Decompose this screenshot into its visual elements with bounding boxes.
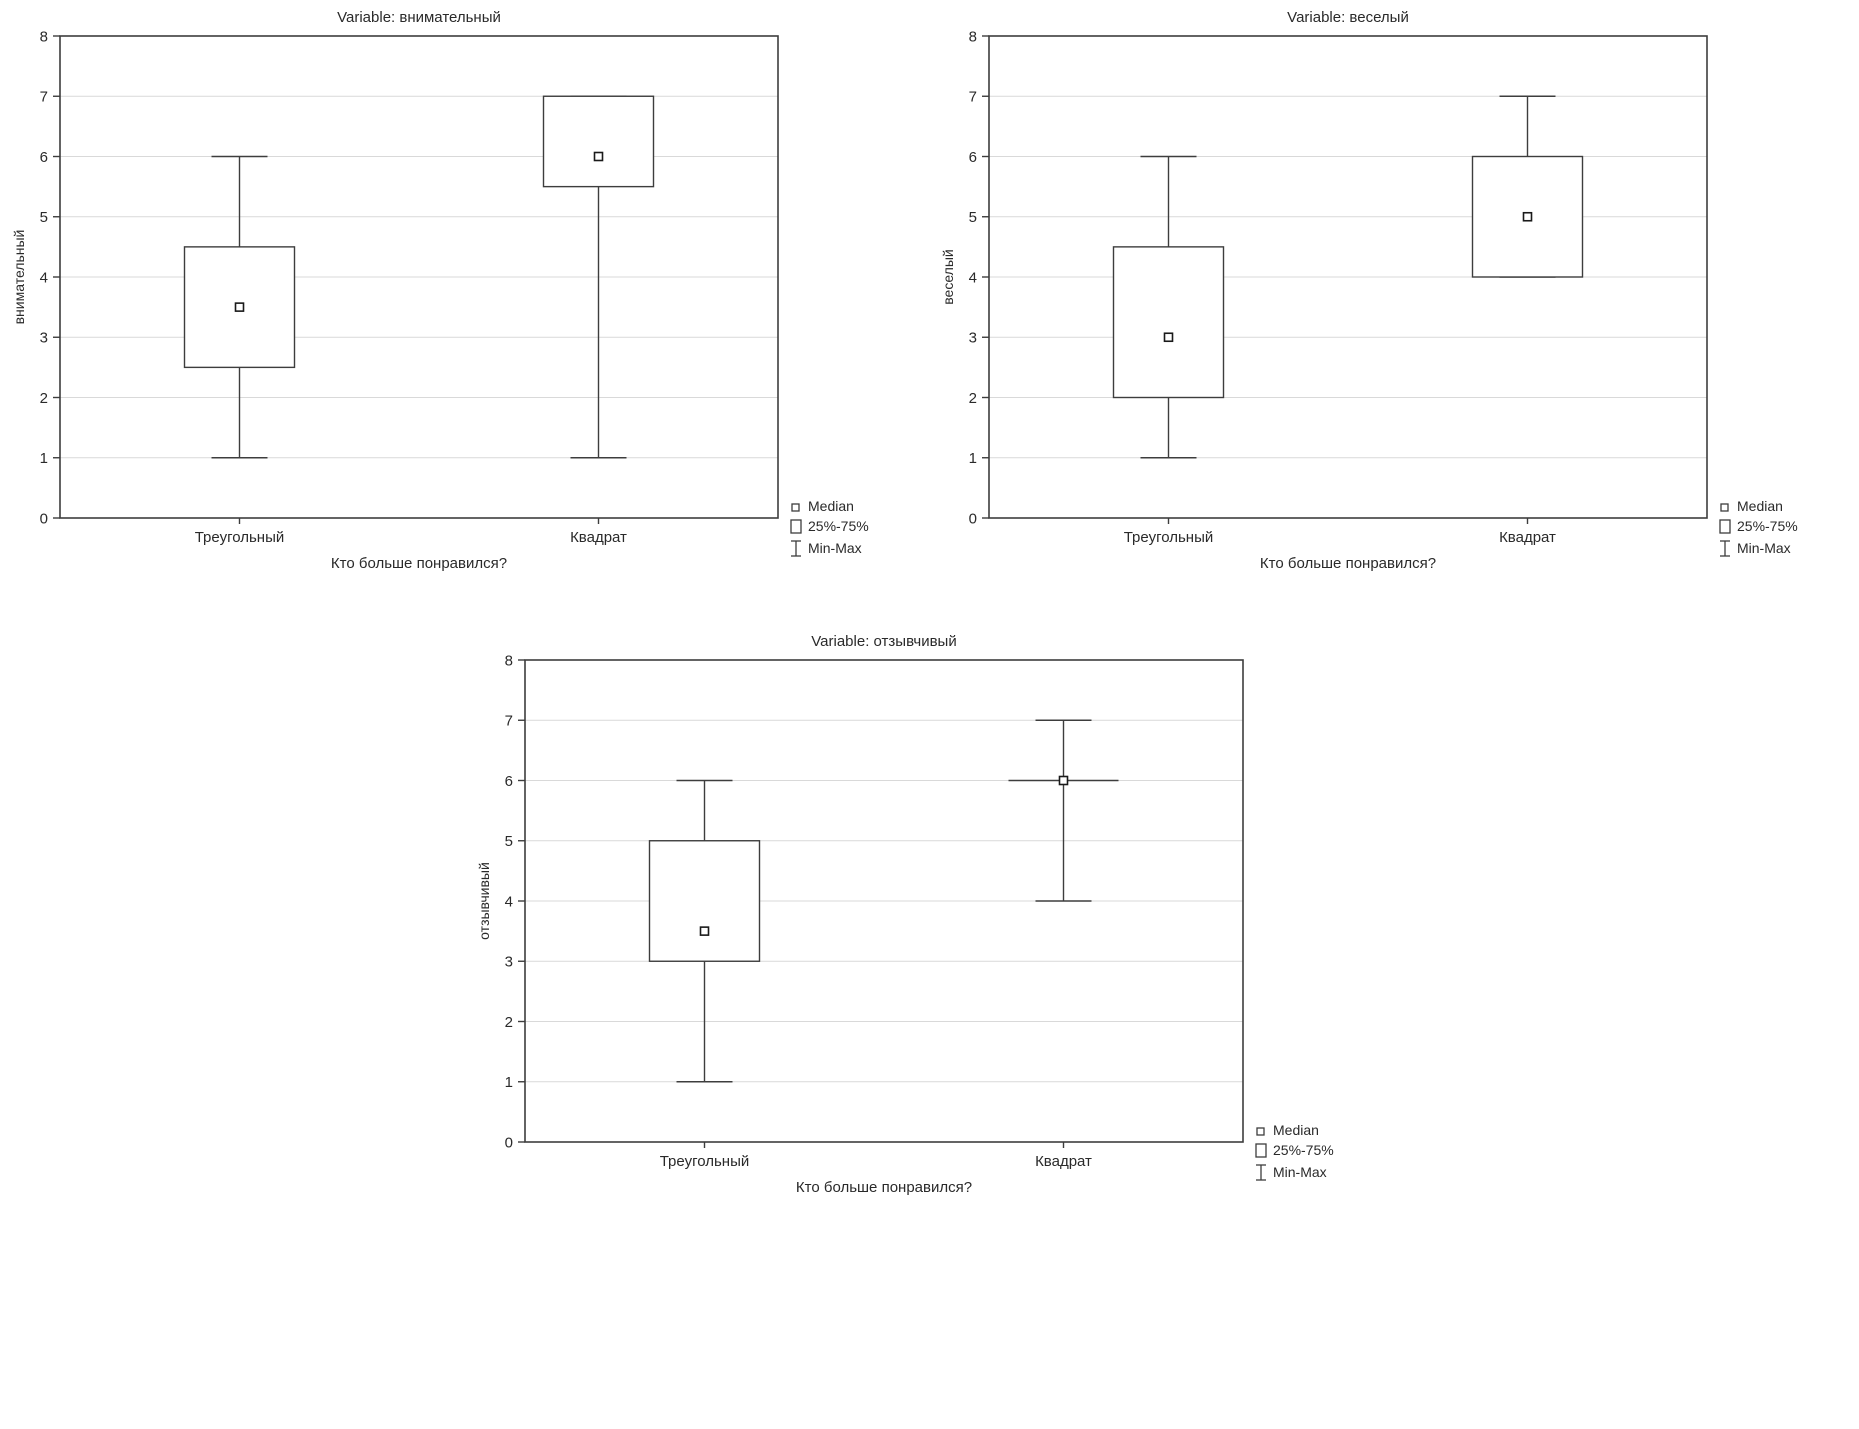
y-tick-label: 3: [504, 954, 512, 971]
category-label: Квадрат: [570, 529, 627, 546]
iqr-box: [1112, 246, 1225, 399]
category-label: Треугольный: [195, 529, 285, 546]
y-tick-label: 5: [40, 209, 48, 226]
y-tick-label: 0: [969, 510, 977, 527]
legend-median-icon: [1720, 503, 1729, 512]
category-label: Квадрат: [1035, 1153, 1092, 1170]
y-tick-label: 2: [504, 1014, 512, 1031]
y-tick-label: 6: [504, 773, 512, 790]
category-label: Треугольный: [1124, 529, 1214, 546]
legend-median-icon: [1255, 1127, 1265, 1136]
legend-median-label: Median: [808, 498, 854, 514]
y-tick-label: 4: [40, 269, 48, 286]
bottom-chart-row: 0 1 2 3 4 5 6 7 8 Variable: отзывчивый отзывчивый Т…: [10, 628, 1849, 1216]
legend-box-icon: [1719, 519, 1731, 534]
legend-median-label: Median: [1737, 498, 1783, 514]
legend-box-label: 25%-75%: [1737, 518, 1798, 534]
x-axis-label: Кто больше понравился?: [1260, 555, 1436, 572]
y-tick-label: 4: [504, 893, 512, 910]
chart-title: Variable: веселый: [1287, 9, 1409, 26]
top-chart-row: 0 1 2 3 4 5 6 7 8 Variable: внимательный вниматель…: [10, 4, 1849, 592]
y-tick-label: 8: [40, 28, 48, 45]
iqr-box: [542, 95, 655, 188]
median-marker: [1058, 775, 1068, 786]
y-tick-label: 0: [504, 1134, 512, 1151]
y-tick-label: 3: [969, 330, 977, 347]
median-marker: [234, 302, 245, 312]
chart-cheerful: 0 1 2 3 4 5 6 7 8 Variable: веселый веселый Треугол…: [939, 4, 1849, 592]
chart-title: Variable: внимательный: [337, 9, 501, 26]
y-tick-label: 6: [40, 149, 48, 166]
x-axis-label: Кто больше понравился?: [795, 1179, 971, 1196]
y-tick-label: 3: [40, 330, 48, 347]
y-tick-label: 1: [969, 450, 977, 467]
y-tick-label: 7: [969, 89, 977, 106]
median-marker: [593, 151, 604, 162]
legend-minmax-label: Min-Max: [808, 540, 862, 556]
y-axis-label: веселый: [940, 249, 956, 304]
legend-median-icon: [791, 503, 800, 512]
iqr-box: [648, 840, 760, 962]
legend-box-label: 25%-75%: [1273, 1142, 1334, 1158]
y-tick-label: 8: [969, 28, 977, 45]
chart-attentive: 0 1 2 3 4 5 6 7 8 Variable: внимательный вниматель…: [10, 4, 920, 592]
legend-median-label: Median: [1273, 1122, 1319, 1138]
y-axis-label: внимательный: [11, 230, 27, 325]
y-tick-label: 4: [969, 269, 977, 286]
median-marker: [699, 926, 709, 936]
legend-box-icon: [1254, 1143, 1267, 1158]
y-tick-label: 2: [40, 390, 48, 407]
y-tick-label: 1: [40, 450, 48, 467]
boxplot-svg: 0 1 2 3 4 5 6 7 8 Variable: отзывчивый отзывчивый Т…: [476, 633, 1334, 1196]
median-marker: [1522, 211, 1533, 222]
y-tick-label: 6: [969, 149, 977, 166]
median-marker: [1163, 332, 1174, 343]
boxplot-svg: 0 1 2 3 4 5 6 7 8 Variable: внимательный вниматель…: [11, 9, 869, 572]
y-tick-label: 7: [40, 89, 48, 106]
y-tick-label: 0: [40, 510, 48, 527]
y-axis-label: отзывчивый: [476, 862, 492, 940]
legend-box-icon: [790, 519, 802, 534]
category-label: Квадрат: [1499, 529, 1556, 546]
y-tick-label: 8: [504, 652, 512, 669]
boxplot-svg: 0 1 2 3 4 5 6 7 8 Variable: веселый веселый Треугол…: [940, 9, 1798, 572]
y-tick-label: 5: [969, 209, 977, 226]
legend-box-label: 25%-75%: [808, 518, 869, 534]
x-axis-label: Кто больше понравился?: [331, 555, 507, 572]
chart-title: Variable: отзывчивый: [811, 633, 956, 650]
y-tick-label: 7: [504, 713, 512, 730]
chart-responsive: 0 1 2 3 4 5 6 7 8 Variable: отзывчивый отзывчивый Т…: [474, 628, 1385, 1216]
y-tick-label: 2: [969, 390, 977, 407]
y-tick-label: 1: [504, 1074, 512, 1091]
y-tick-label: 5: [504, 833, 512, 850]
category-label: Треугольный: [659, 1153, 749, 1170]
legend-minmax-label: Min-Max: [1737, 540, 1791, 556]
legend-minmax-label: Min-Max: [1273, 1164, 1327, 1180]
